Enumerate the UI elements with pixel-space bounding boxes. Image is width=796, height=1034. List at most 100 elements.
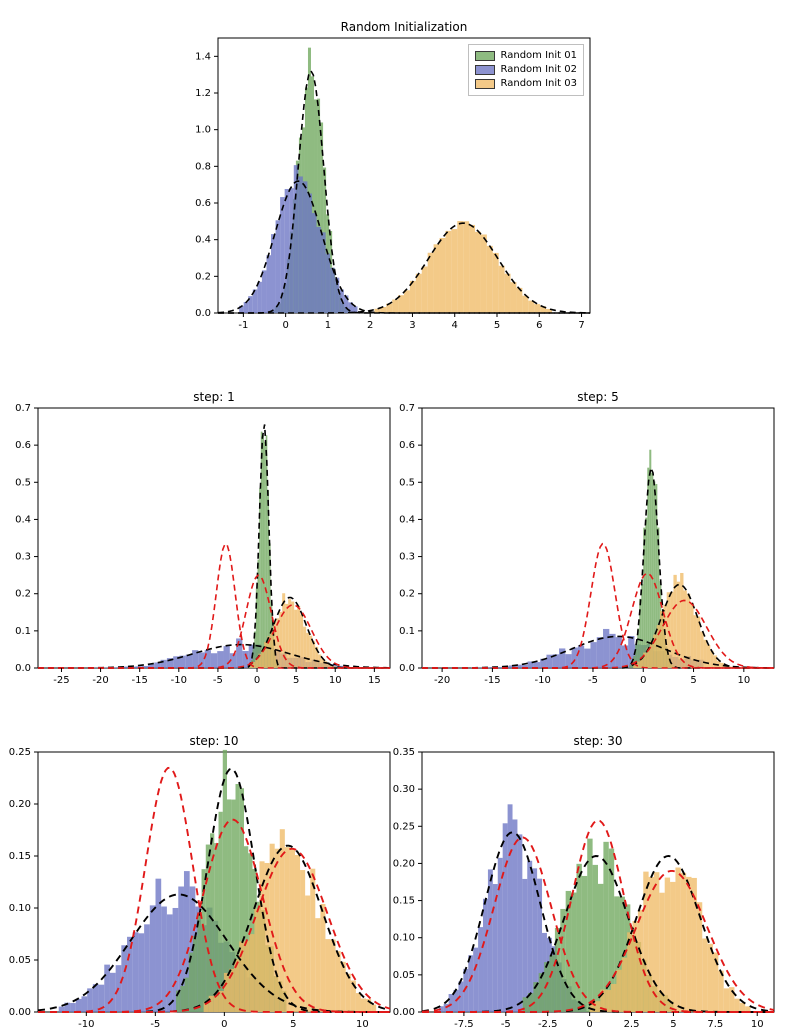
- hist-bar: [595, 1001, 600, 1012]
- hist-bar: [110, 973, 116, 1012]
- figure: Random Initialization-1012345670.00.20.4…: [10, 10, 786, 1024]
- hist-bar: [629, 665, 631, 668]
- hist-bar: [422, 266, 428, 313]
- hist-bar: [704, 640, 707, 668]
- chart-top: Random Initialization-1012345670.00.20.4…: [218, 38, 590, 313]
- hist-bar: [275, 849, 280, 1012]
- hist-bar: [264, 442, 266, 668]
- hist-bar: [611, 984, 616, 1012]
- y-tick-label: 0.10: [393, 933, 415, 944]
- x-tick-label: 10: [737, 675, 750, 686]
- hist-bar: [416, 274, 422, 313]
- chart-step10: step: 10-10-505100.000.050.100.150.200.2…: [38, 752, 390, 1012]
- y-tick-label: 0.5: [15, 477, 31, 488]
- y-tick-label: 0.00: [9, 1007, 31, 1018]
- hist-bar: [288, 599, 291, 668]
- hist-bar: [593, 865, 598, 1012]
- x-tick-label: 0: [254, 675, 260, 686]
- hist-bar: [307, 193, 312, 313]
- x-tick-label: 10: [356, 1019, 369, 1030]
- hist-bar: [428, 253, 434, 313]
- hist-bar: [718, 971, 723, 1012]
- x-tick-label: 0: [640, 675, 646, 686]
- y-tick-label: 0.25: [9, 748, 31, 758]
- legend-item: Random Init 01: [475, 49, 577, 63]
- hist-bar: [528, 301, 534, 313]
- chart-step1: step: 1-25-20-15-10-50510150.00.10.20.30…: [38, 408, 390, 668]
- chart-svg: -20-15-10-505100.00.10.20.30.40.50.60.7: [382, 404, 778, 690]
- hist-bar: [434, 244, 440, 313]
- hist-bar: [469, 225, 475, 313]
- chart-title: step: 5: [577, 390, 618, 404]
- hist-bar: [211, 653, 217, 668]
- hist-bar: [371, 1005, 376, 1012]
- y-tick-label: 0.0: [399, 663, 415, 674]
- hist-bar: [224, 973, 229, 1012]
- hist-bar: [483, 899, 488, 1012]
- y-tick-label: 0.20: [393, 858, 415, 869]
- hist-bar: [511, 282, 517, 313]
- hist-bar: [257, 282, 262, 313]
- y-tick-label: 0.1: [15, 626, 31, 637]
- hist-bar: [306, 633, 309, 668]
- x-tick-label: -15: [132, 675, 148, 686]
- hist-bar: [312, 213, 317, 313]
- hist-bar: [468, 955, 473, 1012]
- chart-title: step: 1: [193, 390, 234, 404]
- x-tick-label: -25: [53, 675, 69, 686]
- hist-bar: [310, 869, 315, 1012]
- x-tick-label: 0: [282, 320, 288, 331]
- y-tick-label: 0.35: [393, 748, 415, 758]
- chart-svg: -10-505100.000.050.100.150.200.25: [0, 748, 394, 1034]
- hist-bar: [76, 999, 82, 1012]
- y-tick-label: 0.3: [399, 552, 415, 563]
- x-tick-label: 5: [690, 675, 696, 686]
- y-tick-label: 1.2: [195, 88, 211, 99]
- hist-bar: [449, 994, 454, 1012]
- hist-bar: [219, 812, 223, 1012]
- chart-step5: step: 5-20-15-10-505100.00.10.20.30.40.5…: [422, 408, 774, 668]
- hist-bar: [451, 229, 457, 313]
- x-tick-label: 0: [586, 1019, 592, 1030]
- hist-bar: [276, 220, 281, 313]
- hist-bar: [597, 637, 603, 668]
- hist-bar: [498, 858, 503, 1012]
- x-tick-label: -5: [150, 1019, 160, 1030]
- hist-bar: [670, 882, 675, 1012]
- hist-bar: [503, 823, 508, 1012]
- y-tick-label: 1.0: [195, 125, 211, 136]
- hist-bar: [205, 650, 211, 668]
- hist-bar: [587, 839, 592, 1012]
- hist-bar: [144, 924, 150, 1012]
- y-tick-label: 0.2: [399, 589, 415, 600]
- chart-title: Random Initialization: [341, 20, 468, 34]
- hist-bar: [297, 606, 300, 668]
- hist-bar: [522, 296, 528, 313]
- x-tick-label: -2.5: [538, 1019, 558, 1030]
- hist-bar: [223, 750, 227, 1012]
- hist-bar: [481, 234, 487, 313]
- hist-bar: [261, 650, 264, 668]
- legend: Random Init 01Random Init 02Random Init …: [468, 44, 584, 96]
- hist-bar: [255, 659, 258, 668]
- hist-bar: [138, 933, 144, 1012]
- hist-bar: [702, 938, 707, 1012]
- y-tick-label: 0.1: [399, 626, 415, 637]
- hist-bar: [584, 649, 590, 668]
- hist-bar: [70, 1003, 76, 1012]
- hist-bar: [670, 592, 673, 668]
- chart-title: step: 30: [573, 734, 622, 748]
- hist-bar: [473, 948, 478, 1012]
- hist-bar: [445, 231, 451, 313]
- hist-bar: [643, 528, 645, 668]
- x-tick-label: 5: [494, 320, 500, 331]
- x-tick-label: 1: [325, 320, 331, 331]
- hist-bar: [341, 962, 346, 1012]
- y-tick-label: 0.15: [393, 896, 415, 907]
- hist-bar: [649, 450, 651, 668]
- y-tick-label: 0.15: [9, 851, 31, 862]
- hist-bar: [270, 844, 275, 1012]
- y-tick-label: 0.3: [15, 552, 31, 563]
- hist-bar: [300, 870, 305, 1012]
- hist-bar: [606, 990, 611, 1012]
